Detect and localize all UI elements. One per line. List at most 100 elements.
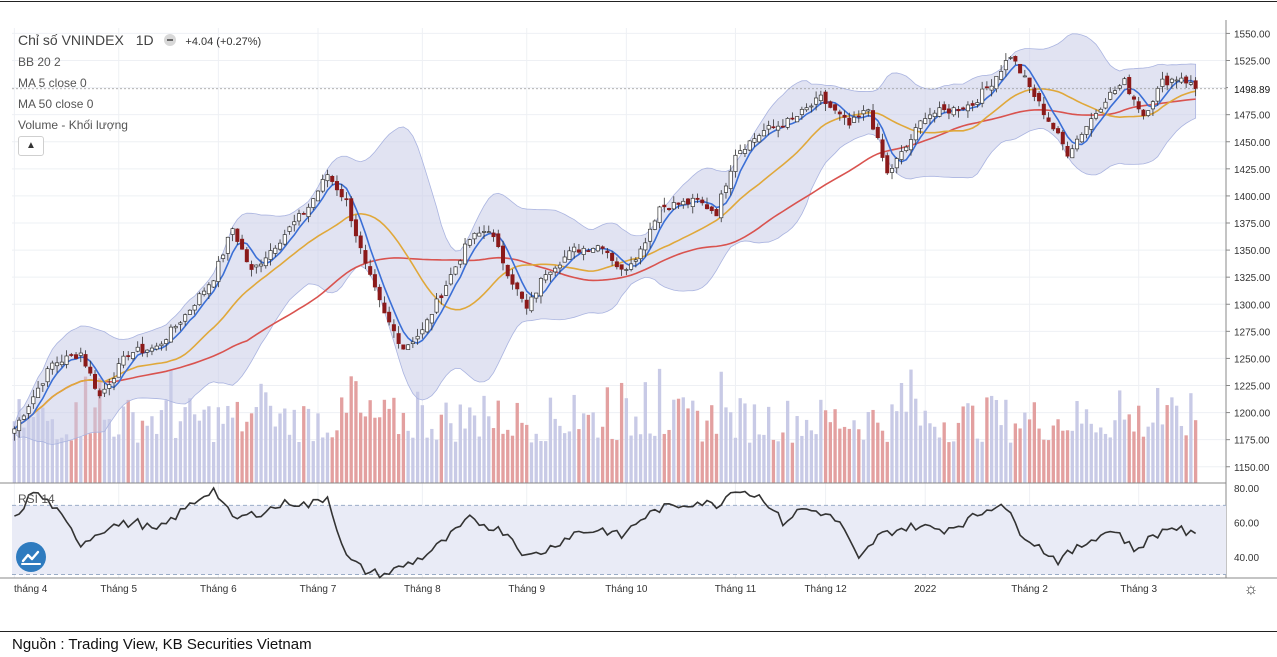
candle-body <box>761 130 766 137</box>
candle-body <box>861 110 866 115</box>
volume-bar <box>876 422 880 483</box>
candle-body <box>211 280 216 288</box>
volume-bar <box>354 381 358 483</box>
legend-bb[interactable]: BB 20 2 <box>18 55 61 69</box>
volume-bar <box>1165 405 1169 483</box>
candle-body <box>463 243 468 265</box>
candle-body <box>942 104 947 111</box>
volume-bar <box>667 429 671 483</box>
volume-bar <box>1089 423 1093 483</box>
volume-bar <box>985 397 989 483</box>
candle-body <box>818 94 823 102</box>
candle-body <box>74 354 79 359</box>
volume-bar <box>88 433 92 483</box>
minus-icon[interactable] <box>163 34 176 47</box>
candle-body <box>1103 101 1108 109</box>
candle-body <box>173 326 178 329</box>
volume-bar <box>719 371 723 483</box>
legend-ma50[interactable]: MA 50 close 0 <box>18 97 94 111</box>
candle-body <box>576 249 581 253</box>
volume-bar <box>1103 433 1108 483</box>
volume-bar <box>183 407 187 483</box>
candle-body <box>1160 78 1165 87</box>
volume-bar <box>415 391 420 483</box>
candle-body <box>344 198 349 201</box>
volume-bar <box>79 436 83 483</box>
candle-body <box>984 86 989 89</box>
price-tick-label: 1300.00 <box>1234 300 1271 311</box>
tradingview-logo-icon[interactable] <box>16 542 46 572</box>
candle-body <box>747 140 752 151</box>
legend-title-row: Chỉ số VNINDEX 1D +4.04 (+0.27%) <box>18 32 261 48</box>
volume-bar <box>548 397 553 483</box>
legend-interval: 1D <box>135 32 154 48</box>
price-tick-label: 1350.00 <box>1234 246 1271 257</box>
candle-body <box>1174 79 1179 82</box>
volume-bar <box>401 412 406 483</box>
candle-body <box>126 355 131 357</box>
volume-bar <box>145 425 149 483</box>
candle-body <box>1051 122 1056 130</box>
volume-bar <box>629 435 633 483</box>
volume-bar <box>795 416 799 483</box>
volume-bar <box>842 426 847 483</box>
collapse-legend-button[interactable]: ▲ <box>18 136 44 156</box>
candle-body <box>391 324 396 332</box>
candle-body <box>1041 103 1046 116</box>
legend-volume[interactable]: Volume - Khối lượng <box>18 118 128 132</box>
candle-body <box>1060 131 1065 145</box>
candle-body <box>567 250 572 261</box>
volume-bar <box>544 441 548 483</box>
candle-body <box>662 204 667 208</box>
vnindex-chart[interactable]: 1150.00 1175.00 1200.00 1225.00 1250.00 1275.… <box>0 0 1277 620</box>
volume-bar <box>1151 422 1155 483</box>
legend-ma5[interactable]: MA 5 close 0 <box>18 76 87 90</box>
gear-icon[interactable]: ☼ <box>1243 581 1259 598</box>
volume-bar <box>989 395 994 483</box>
volume-bar <box>368 400 372 483</box>
volume-bar <box>1065 430 1070 483</box>
volume-bar <box>700 441 704 483</box>
volume-bar <box>676 398 681 483</box>
volume-bar <box>600 426 605 483</box>
volume-bar <box>952 441 956 483</box>
volume-bar <box>828 422 833 483</box>
volume-bar <box>335 430 339 483</box>
volume-bar <box>790 442 795 483</box>
volume-bar <box>411 437 415 483</box>
volume-bar <box>1193 420 1198 483</box>
legend-rsi[interactable]: RSI 14 <box>18 492 55 506</box>
volume-bar <box>823 410 828 483</box>
candle-body <box>78 352 83 356</box>
candle-body <box>728 170 733 189</box>
volume-bar <box>382 399 387 483</box>
volume-bar <box>970 405 975 483</box>
candle-body <box>871 110 876 130</box>
candle-body <box>97 390 102 397</box>
volume-bar <box>643 382 647 483</box>
candle-body <box>420 329 425 335</box>
candle-body <box>297 213 302 222</box>
volume-bar <box>653 435 657 483</box>
candle-body <box>496 233 501 247</box>
candle-body <box>197 293 202 306</box>
candle-body <box>980 88 985 104</box>
candle-body <box>809 105 814 108</box>
volume-bar <box>648 433 652 483</box>
candle-body <box>956 109 961 112</box>
candle-body <box>515 282 520 290</box>
volume-bar <box>515 402 519 483</box>
candle-body <box>377 286 382 301</box>
volume-bar <box>804 419 809 483</box>
volume-bar <box>136 442 140 483</box>
volume-bar <box>316 413 320 483</box>
volume-bar <box>178 421 183 483</box>
price-tick-label: 1150.00 <box>1234 463 1270 474</box>
volume-bar <box>762 434 766 483</box>
candle-body <box>619 264 624 270</box>
price-tick-label: 1425.00 <box>1234 165 1271 176</box>
volume-bar <box>283 408 287 483</box>
volume-bar <box>947 442 951 483</box>
candle-body <box>259 263 264 267</box>
candle-body <box>899 151 904 160</box>
